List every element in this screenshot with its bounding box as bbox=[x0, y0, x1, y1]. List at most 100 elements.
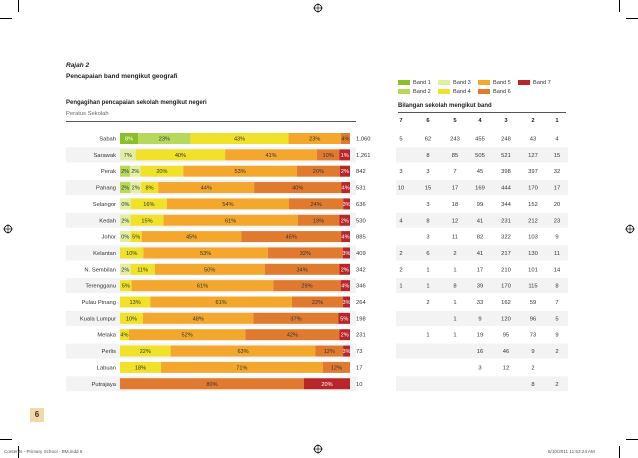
school-count: 322 bbox=[501, 235, 511, 241]
bar-segment bbox=[120, 378, 304, 390]
segment-label: 4% bbox=[342, 186, 350, 192]
school-count: 170 bbox=[528, 186, 538, 192]
bar-segment bbox=[120, 198, 131, 210]
segment-label: 24% bbox=[311, 202, 322, 208]
bar-segment bbox=[288, 198, 344, 210]
state-label: N. Sembilan bbox=[84, 267, 116, 273]
segment-label: 40% bbox=[292, 186, 303, 192]
segment-label: 2% bbox=[341, 218, 349, 224]
bar-segment bbox=[130, 165, 141, 177]
bar-segment bbox=[150, 296, 292, 308]
bar-segment bbox=[143, 247, 268, 259]
school-count: 2 bbox=[426, 300, 429, 306]
school-count: 3 bbox=[399, 169, 402, 175]
state-total: 264 bbox=[356, 300, 366, 306]
school-count: 23 bbox=[554, 218, 560, 224]
state-label: Kuala Lumpur bbox=[80, 316, 116, 322]
segment-label: 12% bbox=[331, 365, 342, 371]
legend-label: Band 3 bbox=[453, 80, 471, 86]
row-background bbox=[396, 212, 568, 228]
crop-mark bbox=[18, 0, 19, 12]
school-count: 9 bbox=[555, 235, 558, 241]
school-count: 8 bbox=[531, 382, 534, 388]
bar-segment bbox=[130, 231, 142, 243]
segment-label: 20% bbox=[313, 169, 324, 175]
bar-segment bbox=[154, 263, 265, 275]
legend-item: Band 2 bbox=[398, 89, 431, 95]
school-count: 99 bbox=[477, 202, 483, 208]
segment-label: 10% bbox=[126, 316, 137, 322]
state-total: 231 bbox=[356, 333, 366, 339]
figure-title: Pencapaian band mengikut geografi bbox=[66, 73, 178, 80]
segment-label: 54% bbox=[222, 202, 233, 208]
bar-segment bbox=[341, 182, 350, 194]
school-count: 2 bbox=[555, 382, 558, 388]
bar-segment bbox=[291, 296, 344, 308]
segment-label: 80% bbox=[206, 382, 217, 388]
bar-segment bbox=[341, 231, 350, 243]
bar-segment bbox=[267, 247, 343, 259]
legend-item: Band 6 bbox=[478, 89, 511, 95]
row-background bbox=[396, 376, 568, 392]
segment-label: 8% bbox=[146, 186, 154, 192]
school-count: 103 bbox=[528, 235, 538, 241]
bar-segment bbox=[254, 182, 342, 194]
segment-label: 15% bbox=[141, 218, 152, 224]
segment-label: 10% bbox=[126, 251, 137, 257]
bar-segment bbox=[135, 149, 226, 161]
school-count: 39 bbox=[477, 284, 483, 290]
school-count: 73 bbox=[530, 333, 536, 339]
school-count: 397 bbox=[528, 169, 538, 175]
segment-label: 3% bbox=[342, 251, 350, 257]
state-label: Labuan bbox=[97, 365, 116, 371]
row-background bbox=[396, 245, 568, 261]
school-count: 3 bbox=[426, 169, 429, 175]
school-count: 4 bbox=[399, 218, 403, 224]
school-count: 115 bbox=[528, 284, 537, 290]
bar-segment bbox=[163, 214, 298, 226]
state-total: 1,261 bbox=[356, 153, 371, 159]
bar-segment bbox=[253, 312, 339, 324]
school-count: 6 bbox=[426, 251, 429, 257]
bar-segment bbox=[120, 231, 131, 243]
bar-segment bbox=[340, 133, 350, 144]
state-total: 531 bbox=[356, 186, 366, 192]
school-count: 231 bbox=[501, 218, 511, 224]
bar-segment bbox=[120, 296, 151, 308]
segment-label: 45% bbox=[186, 235, 197, 241]
school-count: 62 bbox=[425, 137, 431, 143]
segment-label: 40% bbox=[175, 153, 186, 159]
count-column-header: 5 bbox=[453, 118, 457, 124]
segment-label: 2% bbox=[131, 169, 139, 175]
school-count: 43 bbox=[530, 137, 536, 143]
school-count: 41 bbox=[477, 251, 483, 257]
school-count: 162 bbox=[501, 300, 511, 306]
state-total: 636 bbox=[356, 202, 366, 208]
bar-segment bbox=[120, 345, 171, 357]
count-column-header: 4 bbox=[478, 118, 482, 124]
state-total: 17 bbox=[356, 365, 362, 371]
school-count: 248 bbox=[501, 137, 511, 143]
segment-label: 4% bbox=[341, 284, 349, 290]
segment-label: 23% bbox=[309, 137, 320, 143]
school-count: 41 bbox=[477, 218, 483, 224]
state-label: Sarawak bbox=[93, 153, 116, 159]
bar-segment bbox=[339, 165, 350, 177]
bar-segment bbox=[245, 329, 340, 341]
school-count: 11 bbox=[452, 235, 458, 241]
segment-label: 61% bbox=[215, 300, 226, 306]
school-count: 101 bbox=[528, 267, 538, 273]
bar-segment bbox=[120, 182, 131, 194]
school-count: 7 bbox=[453, 169, 456, 175]
segment-label: 22% bbox=[312, 300, 323, 306]
school-count: 120 bbox=[501, 316, 511, 322]
segment-label: 41% bbox=[265, 153, 276, 159]
school-count: 15 bbox=[554, 153, 560, 159]
section-subtitle: Peratus Sekolah bbox=[66, 111, 109, 117]
legend-item: Band 7 bbox=[518, 80, 551, 86]
segment-label: 20% bbox=[156, 169, 167, 175]
school-count: 18 bbox=[452, 202, 458, 208]
state-label: Pahang bbox=[96, 186, 116, 192]
bar-segment bbox=[183, 165, 297, 177]
school-count: 398 bbox=[501, 169, 511, 175]
